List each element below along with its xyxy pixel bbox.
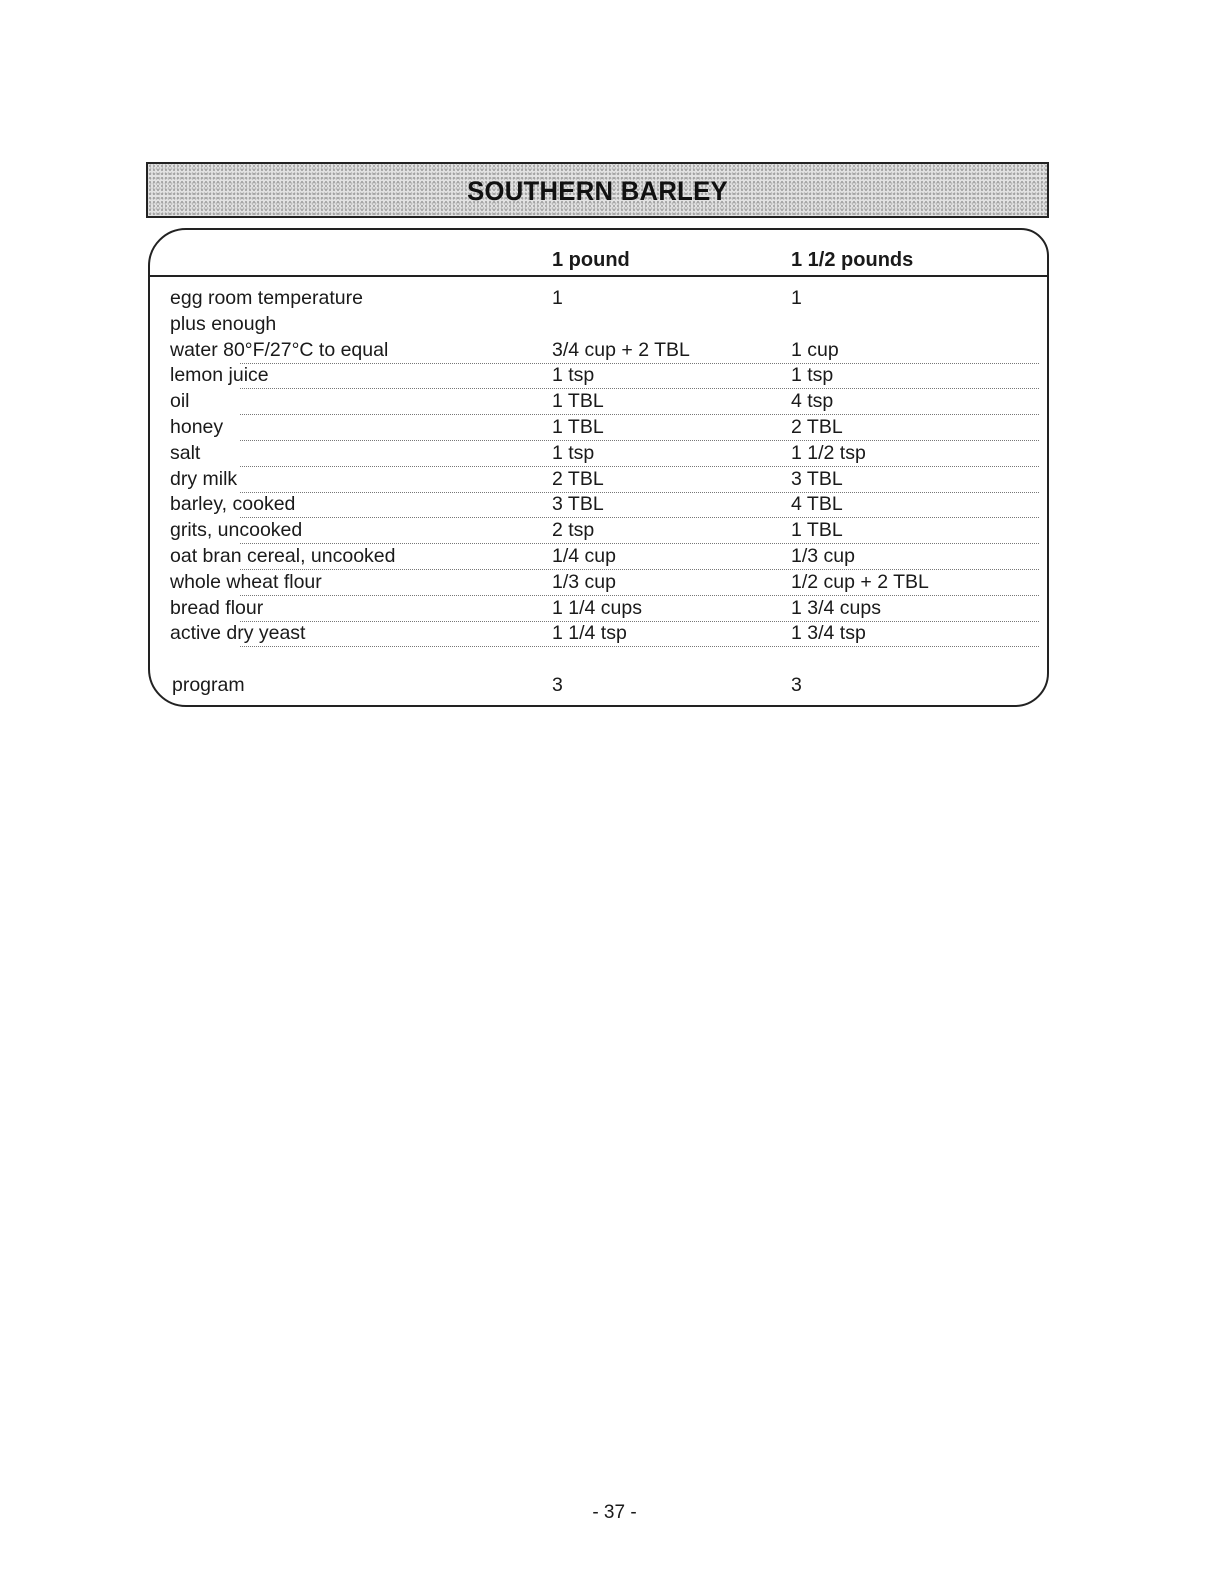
table-row: honey 1 TBL 2 TBL [150, 416, 1047, 442]
amount-1-pound: 1 tsp [552, 441, 595, 464]
amount-1-5-pounds: 1 3/4 tsp [791, 622, 866, 645]
amount-1-pound: 2 TBL [552, 467, 604, 490]
amount-1-5-pounds: 1 cup [791, 338, 839, 361]
ingredient-name: lemon juice [170, 364, 269, 387]
amount-1-5-pounds: 4 TBL [791, 493, 843, 516]
ingredient-name: salt [170, 441, 201, 464]
ingredient-name: barley, cooked [170, 493, 296, 516]
recipe-title-banner: SOUTHERN BARLEY [146, 162, 1049, 218]
table-row: bread flour 1 1/4 cups 1 3/4 cups [150, 597, 1047, 623]
column-header-1-5-pounds: 1 1/2 pounds [791, 249, 914, 271]
amount-1-5-pounds: 3 TBL [791, 467, 843, 490]
header-divider [150, 275, 1047, 277]
amount-1-pound: 1 [552, 287, 563, 309]
table-row: plus enough [150, 313, 1047, 339]
ingredient-name: dry milk [170, 467, 238, 490]
ingredient-name: oil [170, 390, 190, 413]
table-row: whole wheat flour 1/3 cup 1/2 cup + 2 TBL [150, 571, 1047, 597]
amount-1-5-pounds: 4 tsp [791, 390, 834, 413]
amount-1-pound: 3/4 cup + 2 TBL [552, 338, 690, 361]
ingredient-name: plus enough [170, 312, 277, 335]
table-row: water 80°F/27°C to equal 3/4 cup + 2 TBL 1… [150, 339, 1047, 365]
program-row: program 3 3 [150, 674, 1047, 700]
ingredient-table: 1 pound 1 1/2 pounds egg room temperatur… [148, 228, 1049, 707]
amount-1-pound: 2 tsp [552, 519, 595, 542]
table-row: oat bran cereal, uncooked 1/4 cup 1/3 cup [150, 545, 1047, 571]
ingredient-name: bread flour [170, 596, 264, 619]
recipe-title: SOUTHERN BARLEY [467, 176, 728, 206]
ingredient-name: active dry yeast [170, 622, 306, 645]
ingredient-name: water 80°F/27°C to equal [170, 338, 389, 361]
column-header-1-pound: 1 pound [552, 249, 630, 271]
amount-1-5-pounds: 1 tsp [791, 364, 834, 387]
table-row: salt 1 tsp 1 1/2 tsp [150, 442, 1047, 468]
table-row: lemon juice 1 tsp 1 tsp [150, 364, 1047, 390]
program-1-5-pounds: 3 [791, 674, 802, 696]
amount-1-5-pounds: 1/3 cup [791, 545, 855, 567]
amount-1-pound: 1/3 cup [552, 570, 616, 593]
table-row: dry milk 2 TBL 3 TBL [150, 468, 1047, 494]
amount-1-pound: 1 tsp [552, 364, 595, 387]
table-row: active dry yeast 1 1/4 tsp 1 3/4 tsp [150, 622, 1047, 648]
amount-1-5-pounds: 1/2 cup + 2 TBL [791, 570, 929, 593]
amount-1-pound: 1 1/4 tsp [552, 622, 627, 645]
ingredient-name: whole wheat flour [170, 570, 322, 593]
amount-1-5-pounds: 1 [791, 287, 802, 309]
page-number: - 37 - [592, 1502, 637, 1523]
table-row: egg room temperature 1 1 [150, 287, 1047, 313]
amount-1-pound: 1 TBL [552, 390, 604, 413]
program-1-pound: 3 [552, 674, 563, 696]
program-label: program [172, 674, 245, 696]
amount-1-pound: 1/4 cup [552, 545, 616, 567]
amount-1-pound: 1 TBL [552, 416, 604, 438]
amount-1-5-pounds: 1 3/4 cups [791, 596, 881, 619]
amount-1-5-pounds: 1 1/2 tsp [791, 441, 866, 464]
ingredient-name: grits, uncooked [170, 519, 303, 542]
table-row: grits, uncooked 2 tsp 1 TBL [150, 519, 1047, 545]
table-row: oil 1 TBL 4 tsp [150, 390, 1047, 416]
amount-1-pound: 3 TBL [552, 493, 604, 516]
amount-1-5-pounds: 2 TBL [791, 416, 843, 438]
ingredient-name: egg room temperature [170, 287, 363, 309]
ingredient-name: oat bran cereal, uncooked [170, 545, 396, 567]
ingredient-name: honey [170, 416, 224, 438]
amount-1-pound: 1 1/4 cups [552, 596, 642, 619]
table-row: barley, cooked 3 TBL 4 TBL [150, 493, 1047, 519]
amount-1-5-pounds: 1 TBL [791, 519, 843, 542]
